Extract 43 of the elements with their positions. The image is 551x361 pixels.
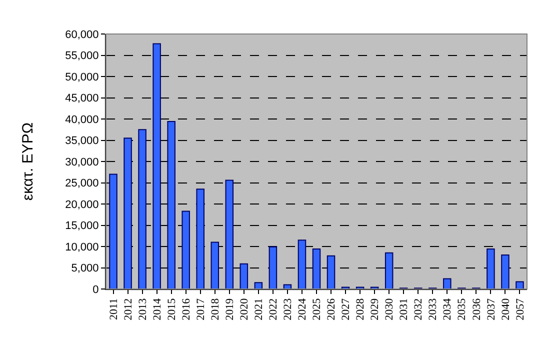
y-tick-label: 15,000 [65, 220, 99, 232]
x-tick-label: 2033 [427, 298, 440, 320]
x-tick-label: 2021 [253, 298, 266, 320]
y-tick-label: 30,000 [65, 156, 99, 168]
x-tick-label: 2057 [514, 298, 526, 320]
x-tick-label: 2028 [354, 298, 367, 320]
y-tick-label: 0 [92, 284, 99, 296]
y-tick-label: 40,000 [65, 114, 99, 126]
x-tick-label: 2022 [268, 298, 280, 320]
y-axis-title: εκατ. ΕΥΡΩ [19, 122, 36, 201]
y-tick-label: 60,000 [65, 28, 99, 41]
x-tick-label: 2016 [180, 298, 192, 320]
x-tick-label: 2012 [122, 298, 134, 320]
x-tick-label: 2018 [209, 298, 222, 320]
x-tick-label: 2030 [384, 298, 396, 320]
y-tick-label: 10,000 [65, 241, 99, 254]
x-tick-label: 2031 [398, 298, 410, 320]
y-tick-label: 55,000 [65, 50, 99, 62]
x-tick-label: 2023 [282, 298, 294, 320]
x-tick-label: 2037 [485, 298, 498, 320]
y-tick-label: 45,000 [65, 92, 99, 105]
x-tick-label: 2017 [194, 298, 207, 320]
x-tick-label: 2035 [456, 298, 468, 320]
x-tick-label: 2034 [442, 298, 454, 320]
y-tick-label: 5,000 [71, 262, 99, 275]
x-tick-label: 2015 [166, 298, 178, 320]
x-tick-label: 2029 [369, 298, 382, 320]
x-tick-label: 2014 [151, 298, 164, 320]
x-tick-label: 2026 [326, 298, 338, 320]
x-tick-label: 2013 [136, 298, 149, 320]
x-tick-label: 2025 [311, 298, 324, 320]
y-tick-label: 20,000 [65, 198, 99, 211]
x-tick-label: 2020 [238, 298, 250, 320]
y-tick-label: 25,000 [65, 178, 99, 190]
x-tick-label: 2027 [340, 298, 352, 320]
x-tick-label: 2024 [296, 298, 309, 320]
y-tick-label: 35,000 [65, 135, 99, 148]
x-tick-label: 2019 [224, 298, 236, 320]
y-tick-label: 50,000 [65, 71, 99, 84]
x-tick-label: 2032 [412, 298, 425, 320]
x-tick-label: 2036 [470, 298, 483, 320]
x-tick-label: 2040 [500, 298, 512, 320]
x-tick-label: 2011 [108, 298, 120, 320]
